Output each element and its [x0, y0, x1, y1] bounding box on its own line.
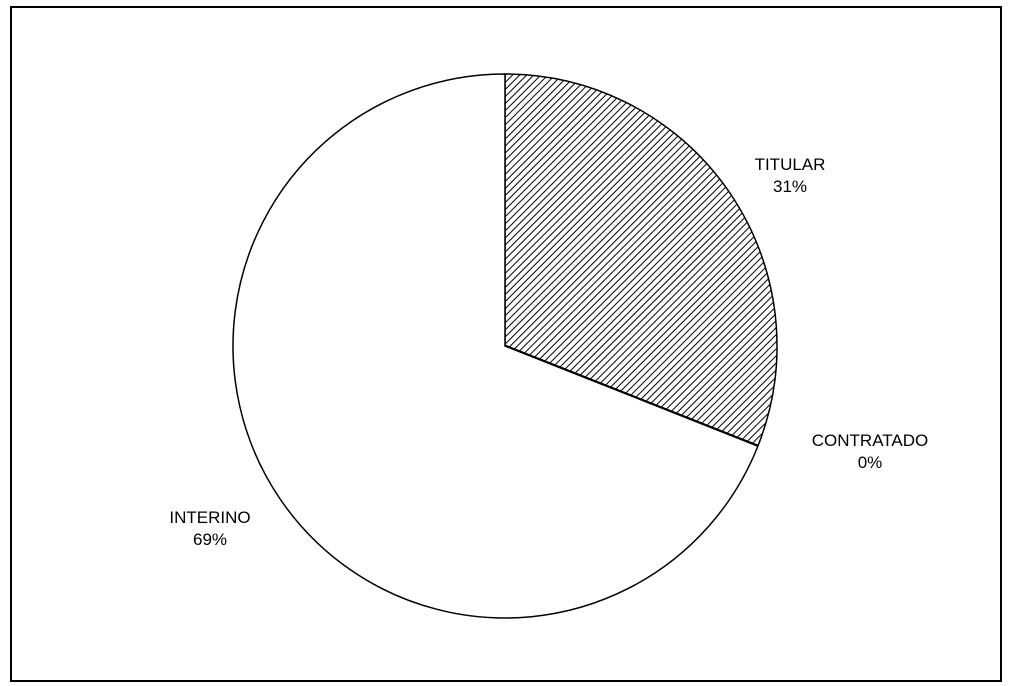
slice-label-interino: INTERINO 69% [169, 508, 250, 549]
pie-slice-titular [504, 73, 778, 448]
slice-label-contratado: CONTRATADO 0% [812, 431, 928, 472]
pie-slice-interino [232, 73, 759, 619]
slice-label-titular: TITULAR 31% [755, 155, 826, 196]
